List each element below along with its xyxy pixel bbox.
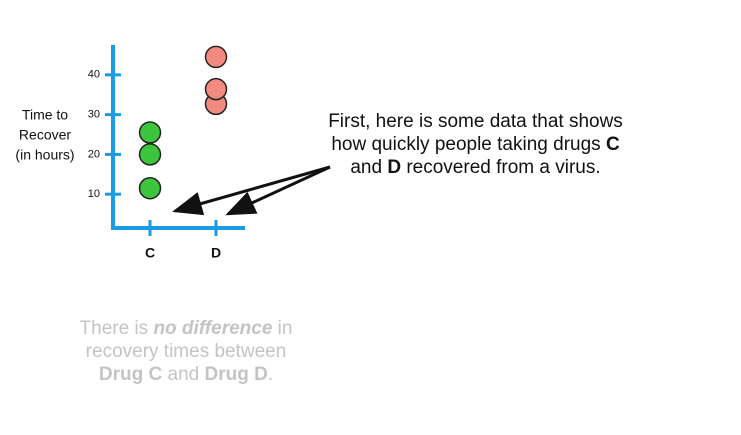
annotation-text: and bbox=[350, 157, 388, 178]
point bbox=[138, 121, 162, 144]
annotation: First, here is some data that shows how … bbox=[328, 110, 623, 179]
arrow bbox=[172, 165, 331, 216]
hypothesis-text: There is bbox=[79, 318, 154, 339]
hypothesis-text: . bbox=[267, 364, 274, 385]
hypothesis-text: Drug C bbox=[98, 364, 163, 385]
annotation-text: D bbox=[387, 157, 402, 178]
annotation-text: recovered from a virus. bbox=[401, 157, 601, 178]
y-tick-label: 30 bbox=[88, 109, 100, 121]
x-tick-label: D bbox=[211, 245, 221, 261]
point bbox=[138, 176, 162, 200]
y-tick-label: 40 bbox=[88, 69, 100, 81]
hypothesis: There is no difference in recovery times… bbox=[70, 317, 302, 386]
y-tick-label: 10 bbox=[88, 188, 100, 200]
point bbox=[204, 77, 228, 101]
y-axis-label: Recover bbox=[19, 127, 71, 143]
x-tick-label: C bbox=[145, 245, 155, 261]
hypothesis-text: Drug D bbox=[204, 364, 268, 385]
y-axis-label: Time to bbox=[22, 107, 68, 123]
arrow bbox=[225, 165, 331, 216]
annotation-text: C bbox=[605, 134, 620, 155]
hypothesis-text: in recovery times between bbox=[85, 318, 293, 362]
y-tick-label: 20 bbox=[88, 148, 100, 160]
hypothesis-text: no difference bbox=[153, 318, 273, 339]
point bbox=[138, 143, 162, 166]
hypothesis-text: and bbox=[162, 364, 205, 385]
point bbox=[204, 45, 228, 69]
y-axis-label: (in hours) bbox=[15, 147, 74, 163]
annotation-text: First, here is some data that shows how … bbox=[328, 111, 623, 155]
